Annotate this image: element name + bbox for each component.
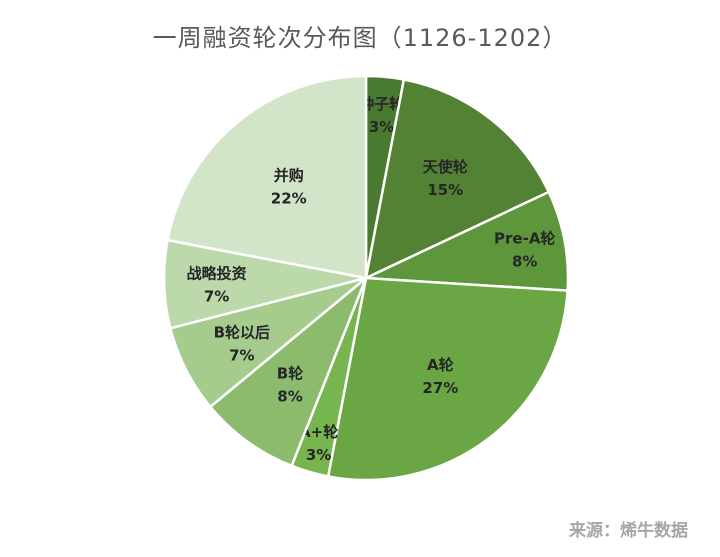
chart-title: 一周融资轮次分布图（1126-1202） bbox=[152, 24, 568, 52]
pie-slice-3 bbox=[365, 190, 570, 293]
slice-label-8: 战略投资 bbox=[187, 265, 247, 283]
slice-percent-4: 27% bbox=[422, 379, 458, 397]
slice-percent-5: 3% bbox=[306, 446, 331, 464]
slice-percent-8: 7% bbox=[204, 288, 229, 306]
slice-label-5: A+轮 bbox=[299, 423, 338, 441]
slice-label-3: Pre-A轮 bbox=[494, 230, 555, 248]
pie-slice-4 bbox=[326, 276, 569, 482]
slice-percent-7: 7% bbox=[229, 346, 254, 364]
slice-percent-2: 15% bbox=[427, 181, 463, 199]
slice-percent-3: 8% bbox=[512, 253, 537, 271]
slice-percent-6: 8% bbox=[277, 388, 302, 406]
slice-label-7: B轮以后 bbox=[214, 323, 270, 341]
slice-label-1: 种子轮 bbox=[358, 95, 404, 113]
slice-label-2: 天使轮 bbox=[423, 158, 468, 176]
slice-percent-9: 22% bbox=[271, 190, 307, 208]
slice-label-4: A轮 bbox=[427, 356, 454, 374]
slice-percent-1: 3% bbox=[369, 118, 394, 136]
pie-slice-6 bbox=[208, 277, 368, 468]
source-note: 来源：烯牛数据 bbox=[569, 521, 688, 541]
slice-label-6: B轮 bbox=[277, 365, 303, 383]
pie-slice-9 bbox=[166, 74, 368, 280]
pie-slice-2 bbox=[364, 78, 551, 281]
slice-label-9: 并购 bbox=[274, 167, 304, 185]
